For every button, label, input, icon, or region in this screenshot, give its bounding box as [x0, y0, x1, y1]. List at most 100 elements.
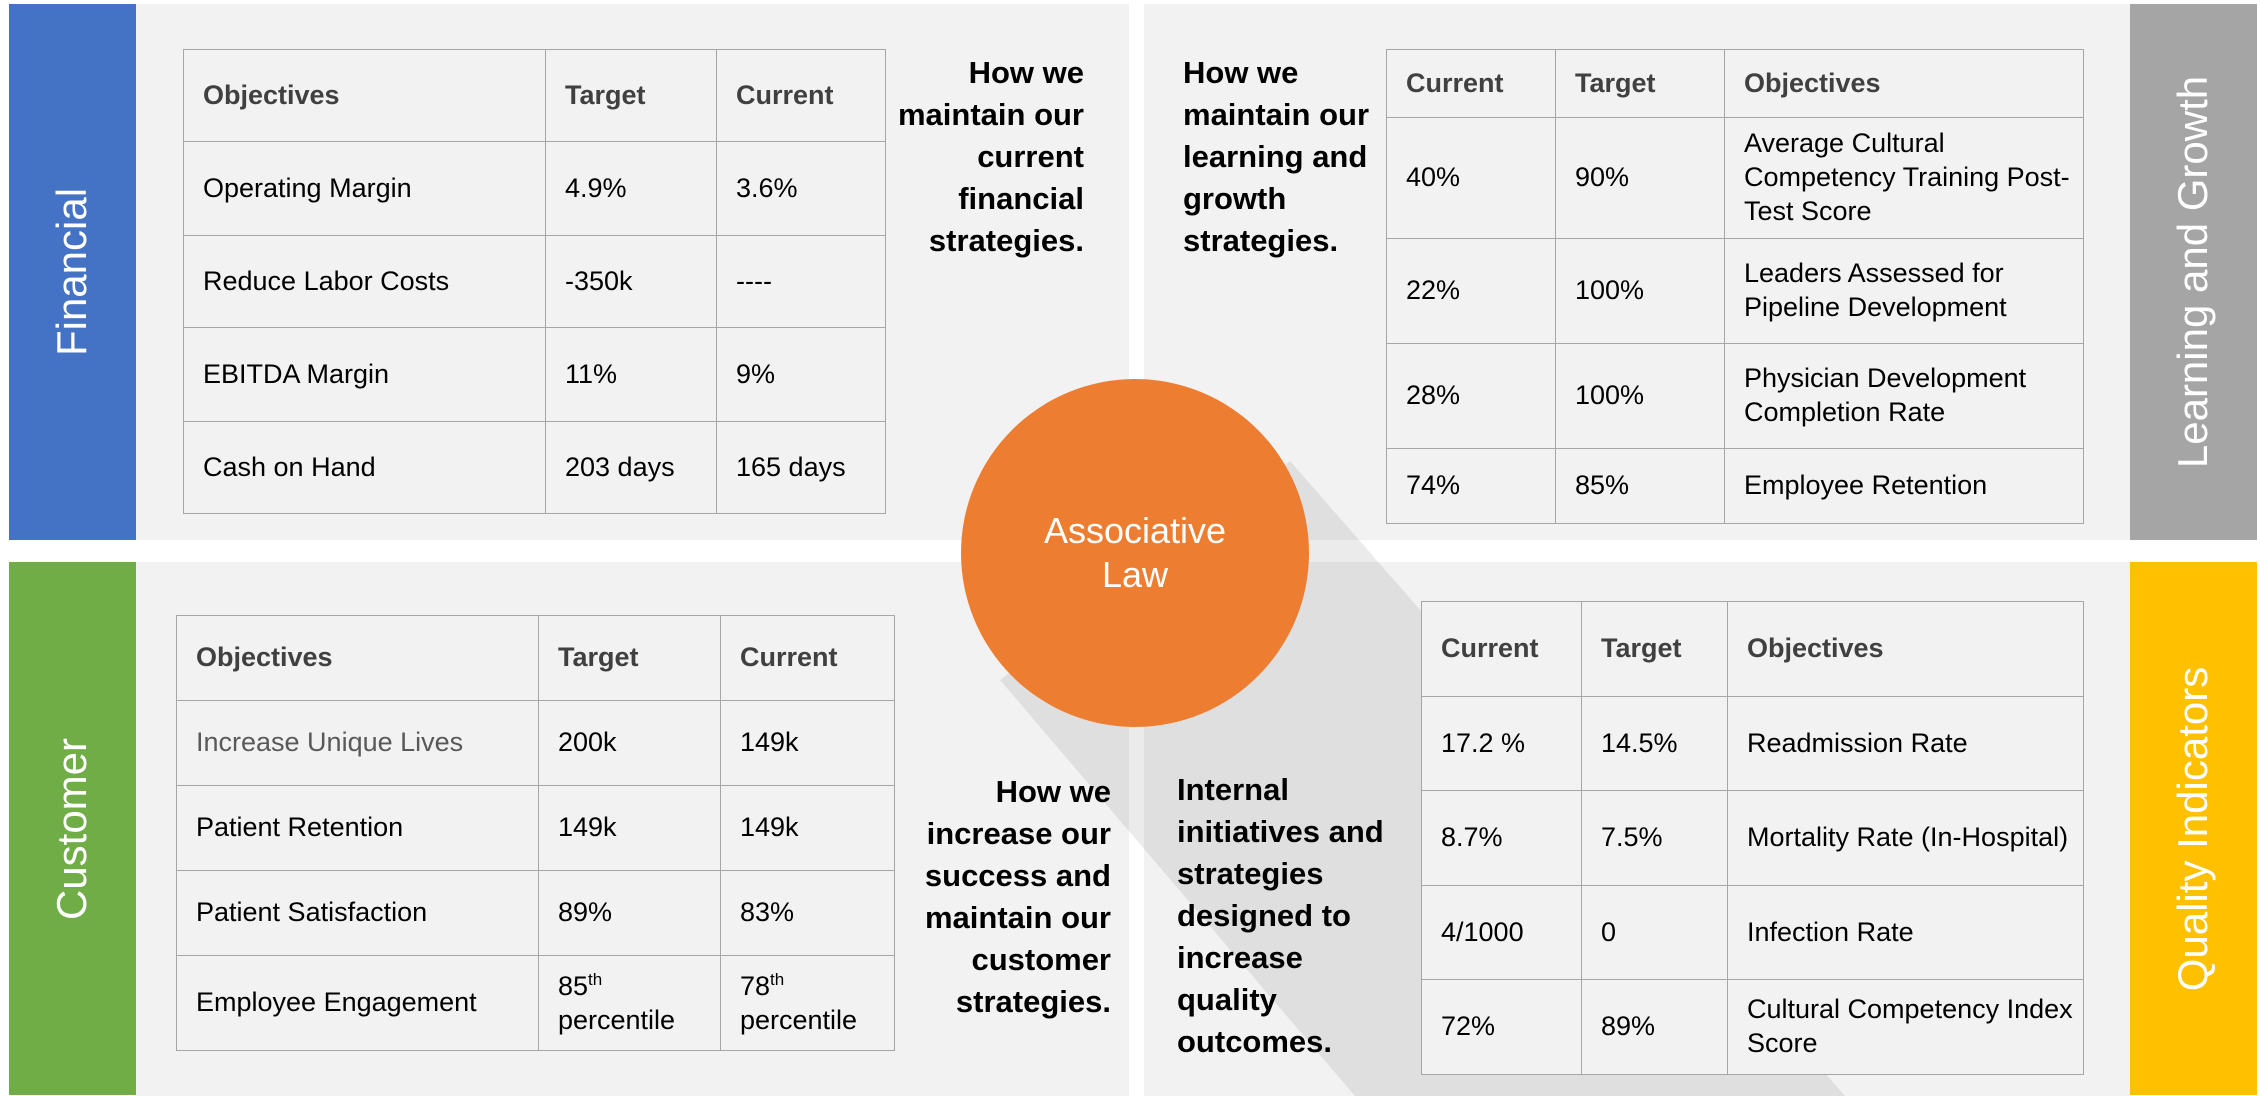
description-line: increase our [926, 816, 1111, 851]
header-cell: Current [1386, 49, 1556, 118]
table-cell: 89% [1581, 979, 1728, 1075]
table-cell: 200k [538, 700, 721, 786]
quality-table: Current Target Objectives 17.2 % 14.5% Readmi… [1421, 601, 2084, 1075]
table-row: Increase Unique Lives 200k 149k [176, 700, 895, 786]
description-line: maintain our [1183, 97, 1370, 132]
description-line: learning and [1183, 139, 1368, 174]
table-cell: 100% [1555, 238, 1725, 344]
table-cell: 85% [1555, 448, 1725, 524]
description-line: customer [971, 942, 1111, 977]
table-cell: 28% [1386, 343, 1556, 449]
financial-side-bar: Financial [9, 4, 136, 540]
description-line: strategies [1177, 856, 1324, 891]
table-row: Employee Engagement 85th percentile 78th per… [176, 955, 895, 1051]
table-cell: 9% [716, 327, 886, 422]
description-line: quality [1177, 982, 1277, 1017]
description-line: success and [924, 858, 1111, 893]
quality-side-bar: Quality Indicators [2130, 562, 2257, 1095]
table-cell: Physician Development Completion Rate [1724, 343, 2084, 449]
description-line: increase [1177, 940, 1303, 975]
table-cell: Cash on Hand [183, 421, 546, 514]
table-cell: 17.2 % [1421, 696, 1582, 791]
table-cell: 72% [1421, 979, 1582, 1075]
cell-unit: percentile [740, 1004, 858, 1035]
table-cell: 85th percentile [538, 955, 721, 1051]
table-cell: 22% [1386, 238, 1556, 344]
table-row: Reduce Labor Costs -350k ---- [183, 235, 886, 328]
description-line: designed to [1177, 898, 1351, 933]
table-row: 40% 90% Average Cultural Competency Traini… [1386, 117, 2084, 239]
table-row: EBITDA Margin 11% 9% [183, 327, 886, 422]
description-line: current [977, 139, 1084, 174]
table-cell: 14.5% [1581, 696, 1728, 791]
table-row: Patient Retention 149k 149k [176, 785, 895, 871]
cell-number: 78 [740, 970, 771, 1001]
table-row: Patient Satisfaction 89% 83% [176, 870, 895, 956]
header-row: Current Target Objectives [1421, 601, 2084, 697]
description-line: strategies. [928, 223, 1084, 258]
description-line: strategies. [1183, 223, 1339, 258]
learning-description: How we maintain our learning and growth stra… [1183, 52, 1369, 262]
description-line: Internal [1177, 772, 1289, 807]
table-cell: Increase Unique Lives [176, 700, 539, 786]
table-cell: 203 days [545, 421, 717, 514]
header-cell: Target [1555, 49, 1725, 118]
table-cell: Leaders Assessed for Pipeline Developmen… [1724, 238, 2084, 344]
center-circle: Associative Law [961, 379, 1309, 727]
header-cell: Target [545, 49, 717, 142]
header-cell: Current [716, 49, 886, 142]
table-row: 72% 89% Cultural Competency Index Score [1421, 979, 2084, 1075]
table-row: Operating Margin 4.9% 3.6% [183, 141, 886, 236]
header-cell: Objectives [1724, 49, 2084, 118]
table-cell: -350k [545, 235, 717, 328]
table-row: Cash on Hand 203 days 165 days [183, 421, 886, 514]
cell-number: 85 [558, 970, 589, 1001]
table-cell: 7.5% [1581, 790, 1728, 886]
table-cell: 100% [1555, 343, 1725, 449]
table-cell: EBITDA Margin [183, 327, 546, 422]
table-row: 4/1000 0 Infection Rate [1421, 885, 2084, 980]
learning-table: Current Target Objectives 40% 90% Average Cul… [1386, 49, 2084, 524]
table-cell: 4.9% [545, 141, 717, 236]
header-cell: Target [1581, 601, 1728, 697]
table-cell: 90% [1555, 117, 1725, 239]
center-label: Associative Law [1043, 510, 1227, 595]
description-line: financial [958, 181, 1084, 216]
description-line: How we [995, 774, 1111, 809]
header-row: Current Target Objectives [1386, 49, 2084, 118]
table-cell: ---- [716, 235, 886, 328]
side-label: Customer [48, 737, 96, 920]
header-cell: Current [720, 615, 895, 701]
table-cell: 89% [538, 870, 721, 956]
cell-suffix: th [588, 969, 603, 989]
description-line: outcomes. [1177, 1024, 1333, 1059]
header-cell: Target [538, 615, 721, 701]
header-cell: Objectives [1727, 601, 2084, 697]
table-cell: 149k [538, 785, 721, 871]
table-cell: Patient Retention [176, 785, 539, 871]
quality-description: Internal initiatives and strategies designe… [1177, 769, 1384, 1063]
table-cell: 40% [1386, 117, 1556, 239]
side-label: Financial [48, 187, 96, 357]
table-row: 74% 85% Employee Retention [1386, 448, 2084, 524]
learning-side-bar: Learning and Growth [2130, 4, 2257, 540]
header-row: Objectives Target Current [176, 615, 895, 701]
table-cell: Operating Margin [183, 141, 546, 236]
table-row: 17.2 % 14.5% Readmission Rate [1421, 696, 2084, 791]
customer-description: How we increase our success and maintain ou… [925, 771, 1111, 1023]
table-cell: 0 [1581, 885, 1728, 980]
table-cell: 78th percentile [720, 955, 895, 1051]
header-row: Objectives Target Current [183, 49, 886, 142]
table-row: 8.7% 7.5% Mortality Rate (In-Hospital) [1421, 790, 2084, 886]
table-cell: 149k [720, 785, 895, 871]
table-row: 22% 100% Leaders Assessed for Pipeline Dev… [1386, 238, 2084, 344]
table-cell: 8.7% [1421, 790, 1582, 886]
table-cell: 11% [545, 327, 717, 422]
table-cell: Readmission Rate [1727, 696, 2084, 791]
description-line: strategies. [955, 984, 1111, 1019]
cell-unit: percentile [558, 1004, 676, 1035]
side-label: Learning and Growth [2169, 75, 2217, 469]
table-cell: 74% [1386, 448, 1556, 524]
side-label: Quality Indicators [2169, 666, 2217, 991]
